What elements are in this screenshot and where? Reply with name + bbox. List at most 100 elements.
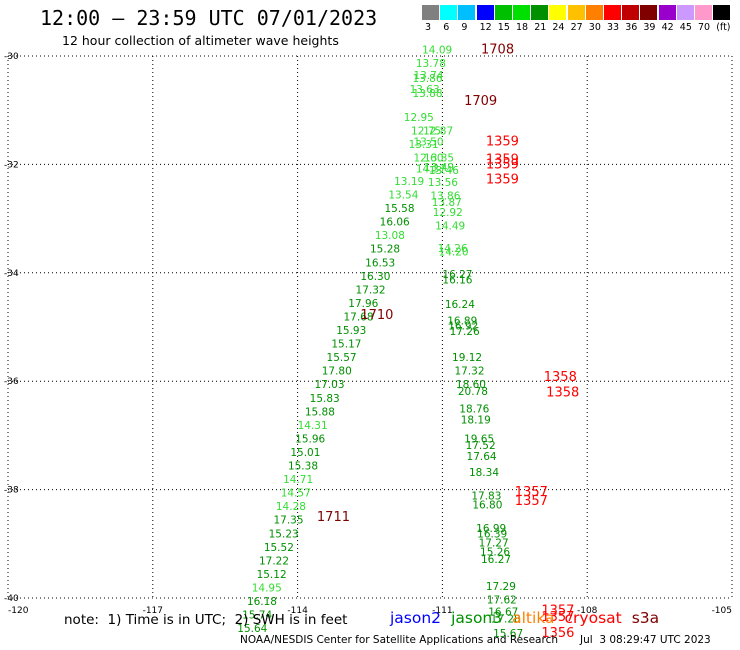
pass-number-label: 1708	[481, 42, 514, 57]
wave-height-value: 16.06	[380, 217, 410, 229]
wave-height-value: 16.30	[360, 271, 390, 283]
colorbar-swatch	[676, 5, 694, 20]
wave-height-value: 19.65	[464, 433, 494, 445]
colorbar-swatch	[713, 5, 731, 20]
pass-number-label: 1359	[486, 158, 519, 173]
colorbar-label: 45	[679, 22, 692, 33]
wave-height-value: 15.23	[269, 528, 299, 540]
colorbar-swatch	[494, 5, 512, 20]
wave-height-value: 17.64	[467, 451, 497, 463]
wave-height-value: 18.60	[456, 379, 486, 391]
pass-labels: 1708170913591359135913591710135813581357…	[317, 42, 579, 641]
colorbar-label: 21	[534, 22, 547, 33]
wave-height-value: 18.34	[469, 467, 499, 479]
wave-height-value: 13.87	[432, 197, 462, 209]
wave-height-value: 14.95	[252, 582, 282, 594]
wave-height-value: 15.57	[327, 352, 357, 364]
wave-height-value: 12.60	[413, 153, 443, 165]
wave-height-value: 17.32	[356, 284, 386, 296]
wave-height-value: 15.26	[480, 547, 510, 559]
wave-height-value: 17.32	[454, 366, 484, 378]
wave-height-value: 17.52	[466, 440, 496, 452]
colorbar-label: 15	[497, 22, 510, 33]
pass-number-label: 1357	[515, 494, 548, 509]
wave-height-value: 16.53	[365, 257, 395, 269]
pass-number-label: 1711	[317, 510, 350, 525]
pass-number-label: 1358	[546, 385, 579, 400]
pass-number-label: 1359	[486, 172, 519, 187]
wave-height-value: 12.87	[423, 126, 453, 138]
wave-height-value: 16.24	[445, 299, 475, 311]
pass-number-label: 1710	[360, 308, 393, 323]
wave-height-value: 13.86	[412, 73, 442, 85]
wave-height-value: 13.78	[416, 58, 446, 70]
x-tick-label: -108	[577, 606, 598, 616]
colorbar-swatch	[458, 5, 476, 20]
wave-height-value: 13.35	[424, 153, 454, 165]
x-tick-label: -117	[143, 606, 163, 616]
wave-height-value: 13.49	[424, 162, 454, 174]
wave-height-value: 17.26	[450, 326, 480, 338]
wave-height-value: 13.46	[429, 165, 459, 177]
wave-height-value: 15.64	[237, 623, 267, 635]
x-tick-label: -105	[712, 606, 732, 616]
y-tick-label: -36	[4, 377, 19, 387]
wave-height-value: 17.29	[486, 581, 516, 593]
wave-height-value: 17.96	[348, 298, 378, 310]
colorbar-swatch	[567, 5, 585, 20]
footer-source: NOAA/NESDIS Center for Satellite Applica…	[240, 634, 558, 646]
wave-height-value: 19.12	[452, 352, 482, 364]
wave-height-value: 14.37	[416, 164, 446, 176]
pass-number-label: 1359	[486, 134, 519, 149]
wave-height-value: 18.76	[459, 404, 489, 416]
wave-height-value: 15.74	[242, 610, 272, 622]
wave-height-value: 15.58	[384, 203, 414, 215]
axis-ticks: -120 -117 -114 -111 -108 -105 -30 -32 -34 -36 -38 -…	[4, 52, 732, 616]
colorbar-swatch	[549, 5, 567, 20]
x-tick-label: -111	[432, 606, 452, 616]
wave-height-value: 13.88	[412, 88, 442, 100]
colorbar-swatch	[531, 5, 549, 20]
wave-height-value: 15.93	[336, 325, 366, 337]
pass-number-label: 1357	[541, 603, 574, 618]
wave-height-value: 20.78	[458, 386, 488, 398]
colorbar-swatch	[513, 5, 530, 20]
wave-height-value: 16.27	[481, 554, 511, 566]
satellite-legend: jason2 jason3 altika cryosat s3a	[390, 609, 669, 627]
wave-height-value: 14.31	[298, 420, 328, 432]
wave-height-value: 13.31	[409, 139, 439, 151]
footer-timestamp: Jul 3 08:29:47 UTC 2023	[580, 634, 711, 646]
legend-entry-s3a: s3a	[631, 609, 660, 627]
wave-height-value: 15.96	[295, 433, 325, 445]
legend-entry-altika: altika	[512, 609, 555, 627]
wave-height-value: 17.68	[343, 311, 373, 323]
legend-entry-jason3: jason3	[451, 609, 503, 627]
wave-height-value: 16.39	[477, 528, 507, 540]
wave-height-value: 12.92	[433, 207, 463, 219]
wave-height-value: 15.12	[257, 569, 287, 581]
colorbar-swatch	[585, 5, 603, 20]
wave-height-value: 17.27	[479, 538, 509, 550]
wave-height-value: 15.67	[493, 628, 523, 640]
x-tick-label: -120	[8, 606, 29, 616]
wave-height-value: 14.57	[281, 488, 311, 500]
colorbar-swatch	[622, 5, 640, 20]
chart-title: 12:00 – 23:59 UTC 07/01/2023	[40, 6, 378, 30]
colorbar-label: 39	[643, 22, 656, 33]
pass-number-label: 1709	[464, 94, 497, 109]
wave-height-value: 13.54	[388, 190, 418, 202]
colorbar-label: 12	[479, 22, 492, 33]
wave-height-value: 13.63	[410, 84, 440, 96]
wave-height-value: 17.80	[322, 366, 352, 378]
wave-height-value: 13.50	[413, 136, 443, 148]
colorbar-swatch	[658, 5, 676, 20]
legend-entry-jason2: jason2	[390, 609, 442, 627]
wave-height-value: 16.99	[476, 523, 506, 535]
colorbar-label: 18	[516, 22, 529, 33]
wave-height-value: 15.88	[305, 406, 335, 418]
colorbar-label: 33	[607, 22, 620, 33]
wave-height-value: 17.22	[259, 555, 289, 567]
wave-height-value: 13.56	[428, 177, 458, 189]
x-tick-label: -114	[287, 606, 308, 616]
